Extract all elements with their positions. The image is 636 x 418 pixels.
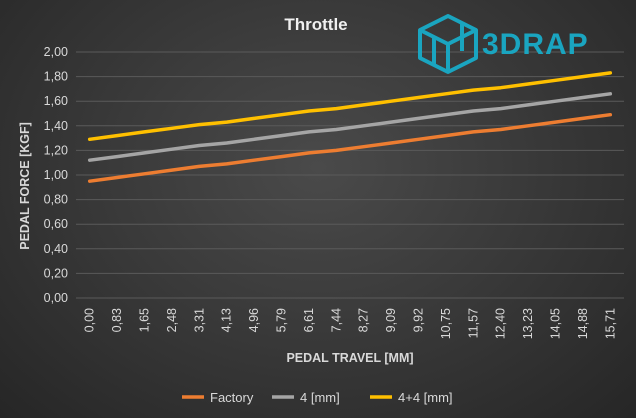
x-tick-label: 0,83 [110,308,124,332]
legend-label: 4+4 [mm] [398,390,453,405]
y-tick-label: 0,60 [44,217,68,231]
x-tick-label: 13,23 [521,308,535,339]
logo-text: 3DRAP [482,28,589,61]
x-tick-label: 10,75 [439,308,453,339]
series-lines [87,71,613,183]
x-tick-label: 14,88 [576,308,590,339]
y-tick-label: 1,80 [44,70,68,84]
x-tick-label: 0,00 [83,308,97,332]
y-axis-ticks: 0,00 0,20 0,40 0,60 0,80 1,00 1,20 1,40 1,60 1,80… [44,45,68,305]
series-line [87,71,613,142]
gridlines [76,51,624,299]
chart-title: Throttle [284,15,347,34]
impossible-cube-icon [418,14,478,74]
x-tick-label: 5,79 [275,308,289,332]
y-tick-label: 1,20 [44,143,68,157]
x-axis-ticks: 0,00 0,83 1,65 2,48 3,31 4,13 4,96 5,79 6,61 7,44… [83,308,618,339]
x-tick-label: 9,92 [412,308,426,332]
y-tick-label: 0,80 [44,193,68,207]
y-tick-label: 2,00 [44,45,68,59]
y-tick-label: 1,60 [44,94,68,108]
series-line [87,112,613,183]
x-tick-label: 9,09 [384,308,398,332]
legend-label: 4 [mm] [300,390,340,405]
y-tick-label: 0,00 [44,291,68,305]
x-tick-label: 14,05 [549,308,563,339]
x-tick-label: 7,44 [329,308,343,332]
x-tick-label: 12,40 [494,308,508,339]
y-tick-label: 1,40 [44,119,68,133]
y-axis-title: PEDAL FORCE [KGF] [18,122,32,250]
x-axis-title: PEDAL TRAVEL [MM] [286,351,413,365]
logo: 3DRAP [418,14,589,74]
x-tick-label: 4,96 [247,308,261,332]
series-line [87,92,613,162]
x-tick-label: 6,61 [302,308,316,332]
x-tick-label: 1,65 [138,308,152,332]
y-tick-label: 0,40 [44,242,68,256]
y-tick-label: 1,00 [44,168,68,182]
x-tick-label: 8,27 [357,308,371,332]
y-tick-label: 0,20 [44,266,68,280]
x-tick-label: 2,48 [165,308,179,332]
legend: Factory 4 [mm] 4+4 [mm] [182,390,453,405]
legend-label: Factory [210,390,254,405]
x-tick-label: 3,31 [192,308,206,332]
x-tick-label: 4,13 [220,308,234,332]
x-tick-label: 15,71 [603,308,617,339]
x-tick-label: 11,57 [466,308,480,338]
